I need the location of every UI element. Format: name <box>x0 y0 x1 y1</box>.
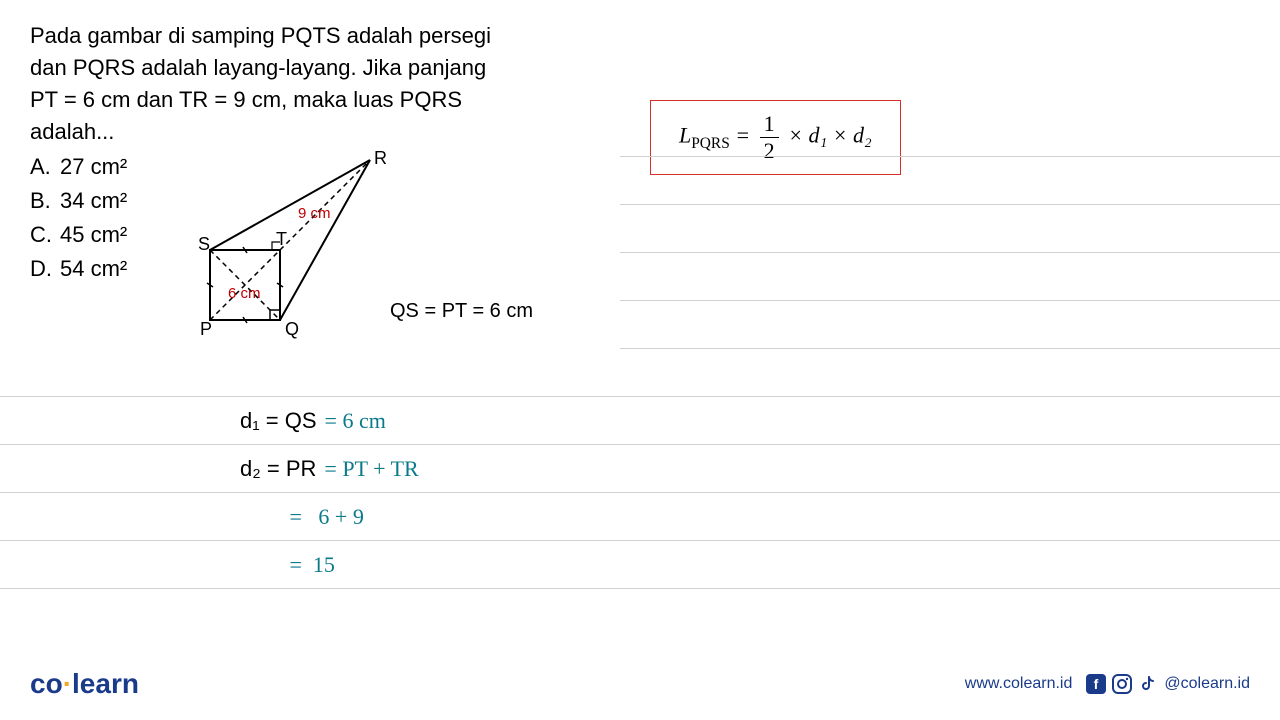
label-s: S <box>198 234 210 254</box>
option-c: C.45 cm² <box>30 218 170 252</box>
facebook-icon: f <box>1086 674 1106 694</box>
geometry-diagram: P Q S T R 9 cm 6 cm QS = PT = 6 cm <box>190 150 390 350</box>
footer-url: www.colearn.id <box>965 675 1073 693</box>
work-line-1: d₁ = QS = 6 cm <box>240 408 386 434</box>
work-line-4: = 15 <box>240 552 335 578</box>
option-a: A.27 cm² <box>30 150 170 184</box>
option-b: B.34 cm² <box>30 184 170 218</box>
footer-handle: @colearn.id <box>1164 675 1250 693</box>
question-text: Pada gambar di samping PQTS adalah perse… <box>30 20 610 148</box>
tiktok-icon <box>1138 674 1158 694</box>
dim-pt: 6 cm <box>228 285 261 302</box>
answer-options: A.27 cm² B.34 cm² C.45 cm² D.54 cm² <box>30 150 170 350</box>
dim-tr: 9 cm <box>298 205 331 222</box>
instagram-icon <box>1112 674 1132 694</box>
label-q: Q <box>285 319 299 339</box>
qs-equals-pt-note: QS = PT = 6 cm <box>390 300 533 323</box>
svg-text:f: f <box>1094 676 1099 692</box>
area-formula-box: LPQRS = 12 × d₁ × d₂ <box>650 100 901 175</box>
work-line-3: = 6 + 9 <box>240 504 364 530</box>
label-p: P <box>200 319 212 339</box>
label-t: T <box>276 229 287 249</box>
option-d: D.54 cm² <box>30 252 170 286</box>
colearn-logo: co·learn <box>30 668 139 700</box>
label-r: R <box>374 150 387 168</box>
work-line-2: d₂ = PR = PT + TR <box>240 456 419 482</box>
